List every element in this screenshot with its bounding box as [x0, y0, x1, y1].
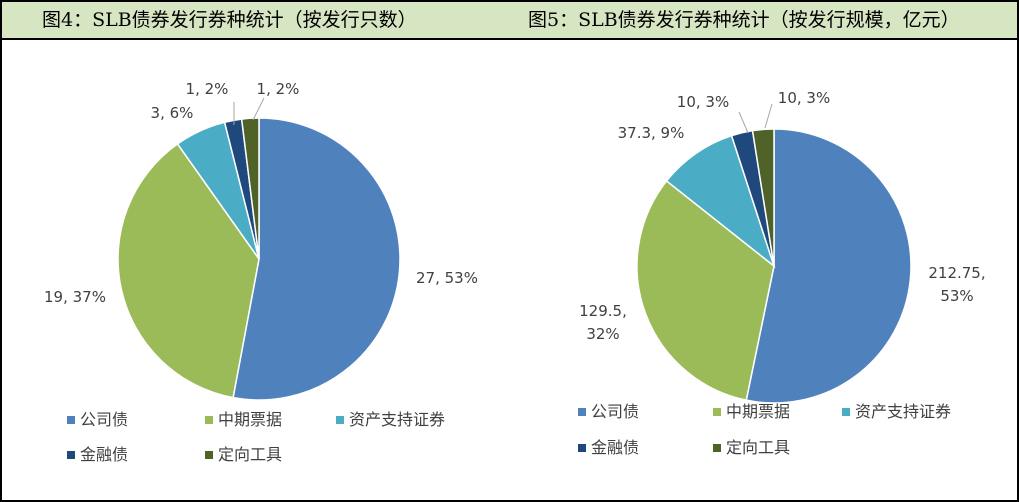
leader-line-金融债: [738, 111, 749, 134]
left-chart-title: 图4：SLB债券发行券种统计（按发行只数）: [42, 9, 417, 31]
legend-swatch: [336, 416, 344, 424]
legend-item-中期票据: 中期票据: [713, 402, 790, 421]
legend-swatch: [67, 451, 75, 459]
legend-swatch: [842, 408, 850, 416]
data-label-中期票据: 19, 37%: [44, 288, 106, 306]
legend-swatch: [205, 416, 213, 424]
legend-item-定向工具: 定向工具: [205, 445, 282, 464]
data-label-定向工具: 1, 2%: [257, 80, 300, 98]
data-label-资产支持证券: 37.3, 9%: [618, 124, 685, 142]
leader-line-定向工具: [252, 97, 265, 121]
pie-slice-中期票据: [636, 179, 775, 402]
pie-chart-2: 212.75, 53% 129.5, 32% 37.3, 9% 10, 3% 10, 3% 公…: [578, 89, 986, 457]
legend-item-公司债: 公司债: [578, 402, 639, 421]
data-label-中期票据: 129.5, 32%: [579, 302, 627, 343]
data-label-金融债: 1, 2%: [186, 80, 229, 98]
legend-item-中期票据: 中期票据: [205, 410, 282, 429]
title-bar: 图4：SLB债券发行券种统计（按发行只数） 图5：SLB债券发行券种统计（按发行…: [2, 2, 1017, 40]
legend-swatch: [578, 444, 586, 452]
legend-swatch: [713, 444, 721, 452]
pie-charts: 27, 53% 19, 37% 3, 6% 1, 2% 1, 2% 公司债 中期票据 资产支持…: [44, 80, 986, 464]
legend-swatch: [205, 451, 213, 459]
right-chart-title: 图5：SLB债券发行券种统计（按发行规模，亿元）: [528, 9, 960, 31]
legend-label: 中期票据: [218, 410, 282, 429]
data-label-公司债: 27, 53%: [416, 269, 478, 287]
legend-swatch: [67, 416, 75, 424]
legend-item-资产支持证券: 资产支持证券: [842, 402, 951, 421]
data-label-资产支持证券: 3, 6%: [151, 104, 194, 122]
legend-label: 定向工具: [218, 445, 282, 464]
pie-slice-公司债: [232, 117, 401, 401]
legend-swatch: [713, 408, 721, 416]
legend-label: 中期票据: [726, 402, 790, 421]
pie-slice-公司债: [745, 128, 912, 404]
legend-label: 定向工具: [726, 438, 790, 457]
legend-item-金融债: 金融债: [67, 445, 128, 464]
legend-item-资产支持证券: 资产支持证券: [336, 410, 445, 429]
legend-item-定向工具: 定向工具: [713, 438, 790, 457]
data-label-定向工具: 10, 3%: [778, 89, 830, 107]
legend-label: 金融债: [80, 445, 128, 464]
legend-swatch: [578, 408, 586, 416]
pie-slice-中期票据: [117, 142, 260, 399]
legend-label: 资产支持证券: [349, 410, 445, 429]
legend-item-金融债: 金融债: [578, 438, 639, 457]
legend-label: 公司债: [591, 402, 639, 421]
legend-item-公司债: 公司债: [67, 410, 128, 429]
leader-line-定向工具: [764, 103, 773, 129]
legend-label: 金融债: [591, 438, 639, 457]
legend-label: 资产支持证券: [855, 402, 951, 421]
legend-label: 公司债: [80, 410, 128, 429]
pie-slice-资产支持证券: [665, 134, 776, 269]
pie-slice-定向工具: [240, 117, 260, 260]
pie-slice-定向工具: [751, 128, 775, 267]
pie-chart-1: 27, 53% 19, 37% 3, 6% 1, 2% 1, 2% 公司债 中期票据 资产支持…: [44, 80, 478, 464]
data-label-金融债: 10, 3%: [677, 93, 729, 111]
data-label-公司债: 212.75, 53%: [928, 264, 985, 305]
